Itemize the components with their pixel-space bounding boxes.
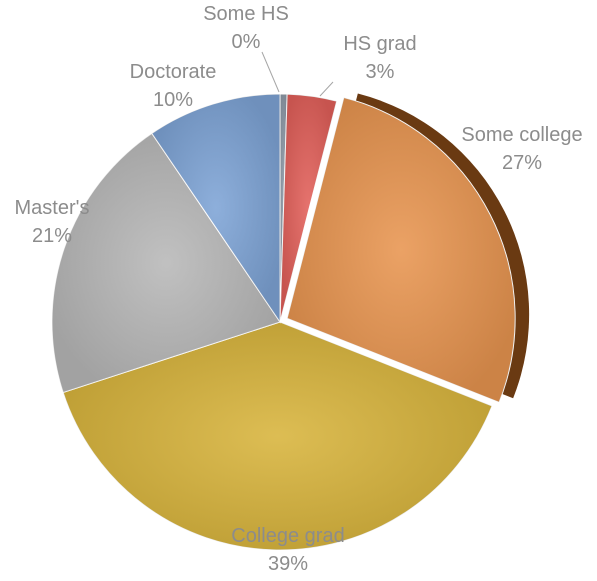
pie-slice-shading xyxy=(287,97,516,403)
pie-slice-shading xyxy=(280,94,337,322)
pie-slice-shading xyxy=(151,94,280,322)
leader-line xyxy=(261,51,280,93)
slice-percent: 39% xyxy=(268,553,308,575)
pie-slice-shading xyxy=(63,322,492,551)
slice-label: Doctorate xyxy=(130,61,217,83)
slice-percent: 0% xyxy=(232,31,261,53)
slice-label: Master's xyxy=(15,197,90,219)
leader-line xyxy=(319,81,334,97)
slice-percent: 10% xyxy=(153,89,193,111)
slice-label: Some HS xyxy=(203,3,289,25)
pie-slices xyxy=(51,93,530,551)
slice-percent: 21% xyxy=(32,225,72,247)
slice-percent: 27% xyxy=(502,152,542,174)
slice-label: HS grad xyxy=(343,33,416,55)
slice-label: Some college xyxy=(461,124,582,146)
pie-slice-shading xyxy=(52,133,280,393)
pie-labels: Some HS 0% HS grad 3% Some college 27% College… xyxy=(15,3,583,575)
slice-percent: 3% xyxy=(366,61,395,83)
slice-label: College grad xyxy=(231,525,344,547)
